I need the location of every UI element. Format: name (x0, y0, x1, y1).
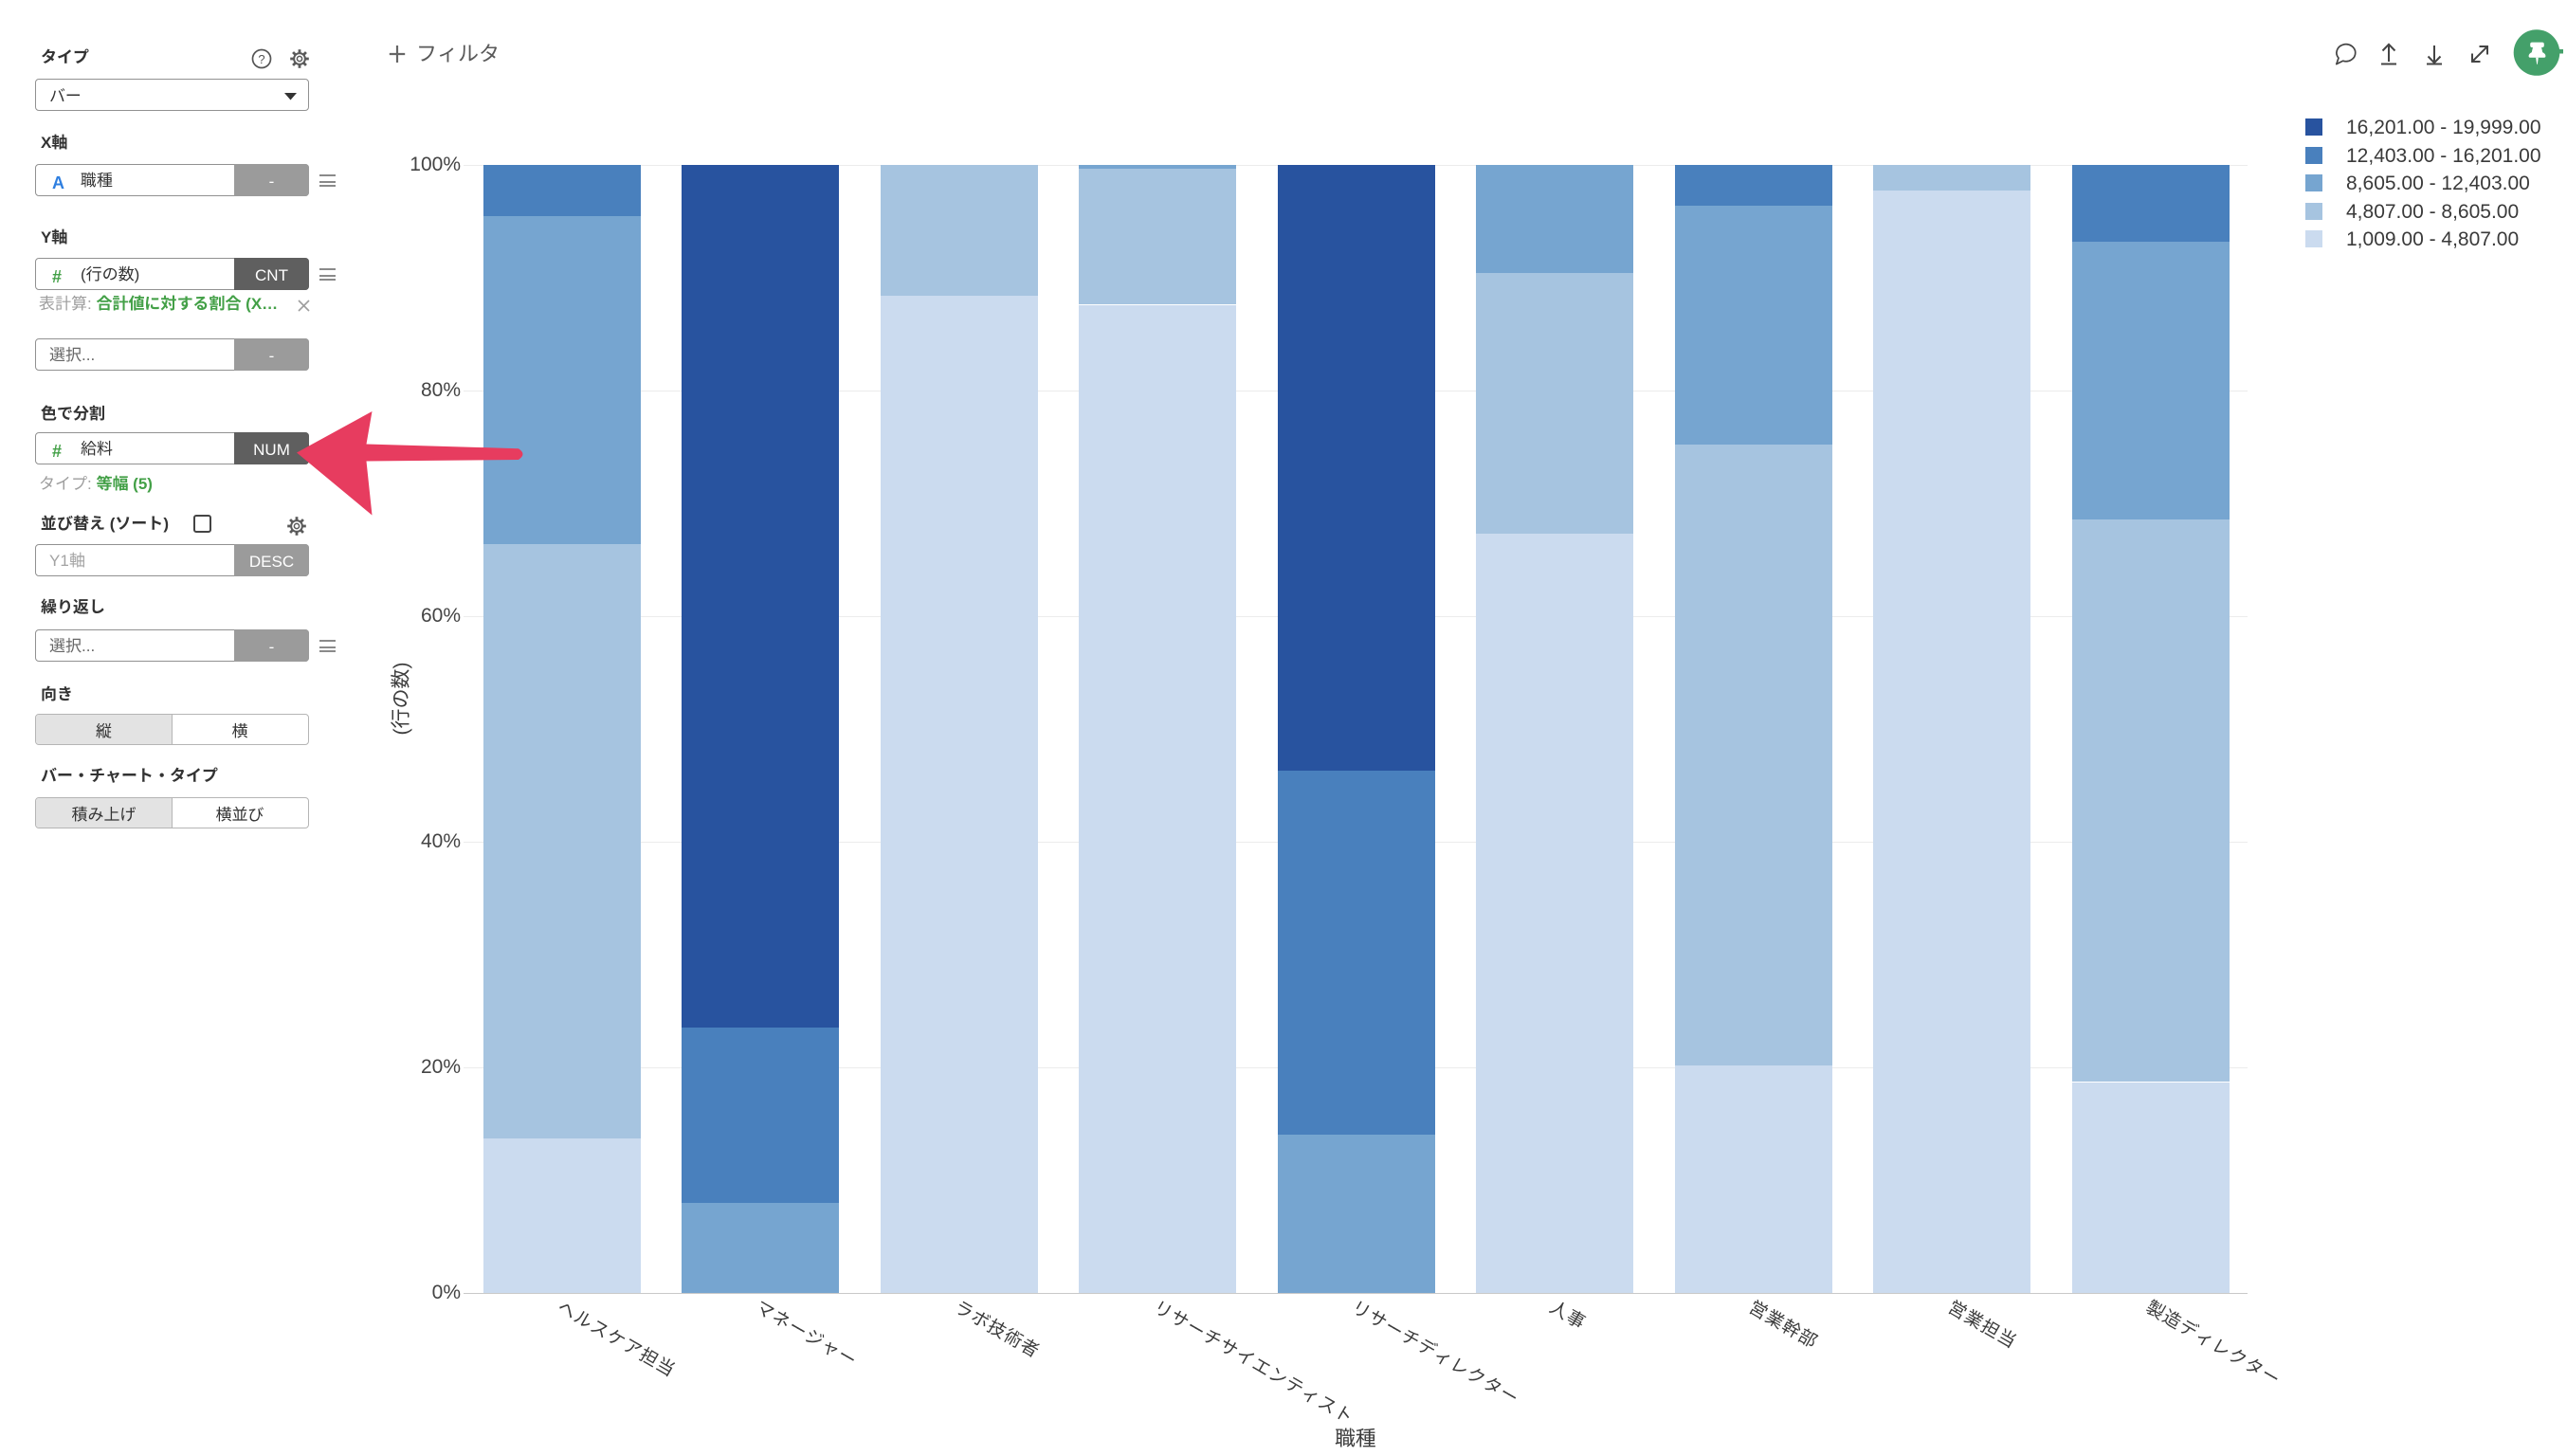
svg-text:?: ? (258, 52, 264, 66)
